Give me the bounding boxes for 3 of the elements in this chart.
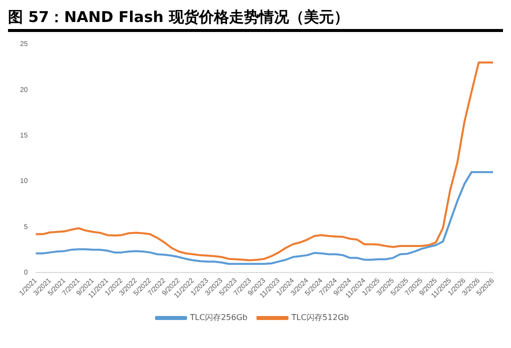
chart-title: 图 57：NAND Flash 现货价格走势情况（美元） xyxy=(8,8,503,32)
legend-label: TLC闪存512Gb xyxy=(290,313,349,322)
legend-label: TLC闪存256Gb xyxy=(189,313,248,322)
